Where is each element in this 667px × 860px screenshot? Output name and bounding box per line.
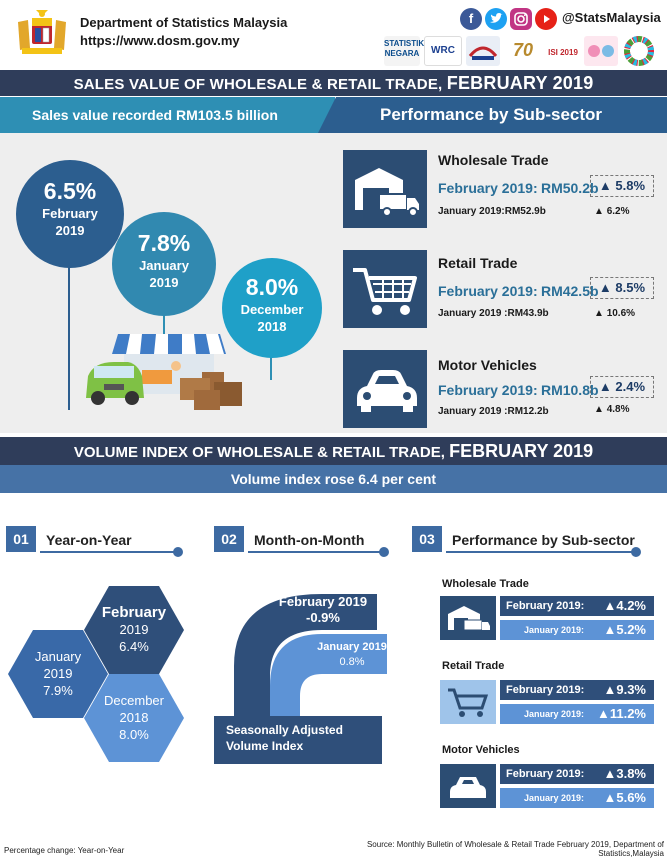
mom-caption: Seasonally Adjusted Volume Index [214, 716, 382, 764]
shopping-cart-icon [440, 680, 496, 724]
up-arrow-icon: ▲ [594, 206, 604, 217]
subsector-feb-value: February 2019: RM42.5b [438, 283, 599, 299]
volume-subsector-name: Wholesale Trade [442, 578, 529, 590]
volume-subsector-name: Retail Trade [442, 660, 505, 672]
department-url[interactable]: https://www.dosm.gov.my [80, 33, 240, 48]
mom-feb: February 2019 -0.9% [278, 594, 368, 625]
warehouse-truck-icon [343, 150, 427, 228]
growth-circle-dec-2018: 8.0% December 2018 [222, 258, 322, 358]
social-handle[interactable]: @StatsMalaysia [562, 10, 661, 25]
mom-jan: January 2019 0.8% [317, 641, 387, 668]
up-arrow-icon: ▲ [594, 308, 604, 319]
subsector-jan-value: January 2019 :RM43.9b [438, 308, 549, 319]
70-years-logo: 70 [504, 36, 542, 66]
sdg-wheel-logo [622, 36, 656, 66]
step-underline [248, 551, 384, 553]
volume-subsector-feb: February 2019: ▲9.3% [500, 680, 654, 700]
step-number: 02 [214, 526, 244, 552]
subsector-jan-value: January 2019 :RM12.2b [438, 406, 549, 417]
up-arrow-icon: ▲ [598, 280, 612, 295]
step-number: 03 [412, 526, 442, 552]
footnote: Percentage change: Year-on-Year [4, 846, 125, 855]
step-title-performance: Performance by Sub-sector [452, 532, 635, 548]
up-arrow-icon: ▲ [598, 178, 612, 193]
wrc-2019-logo: WRC 2019 [424, 36, 462, 84]
shopping-cart-icon [343, 250, 427, 328]
up-arrow-icon: ▲ [598, 379, 612, 394]
step-title-mom: Month-on-Month [254, 532, 365, 548]
malaysia-coat-of-arms-logo [14, 8, 70, 56]
isi-2019-logo: ISI 2019 [546, 36, 580, 66]
subsector-feb-change: ▲ 5.8% [590, 175, 654, 197]
stem-line [270, 346, 272, 380]
twitter-icon[interactable] [485, 8, 507, 30]
hexagon-feb-2019: February 2019 6.4% [84, 586, 184, 674]
department-info: Department of Statistics Malaysia https:… [80, 14, 287, 50]
step-dot [379, 547, 389, 557]
subsector-feb-value: February 2019: RM10.8b [438, 382, 599, 398]
subsector-name: Wholesale Trade [438, 152, 549, 168]
volume-subsector-name: Motor Vehicles [442, 744, 520, 756]
market-stall-illustration [84, 334, 274, 414]
subsector-jan-change: ▲ 10.6% [594, 308, 636, 319]
volume-subsector-jan: January 2019: ▲5.2% [500, 620, 654, 640]
volume-subsector-feb: February 2019: ▲3.8% [500, 764, 654, 784]
up-arrow-icon: ▲ [603, 622, 617, 637]
volume-headline: Volume index rose 6.4 per cent [0, 465, 667, 493]
sales-recorded-banner: Sales value recorded RM103.5 billion [0, 97, 335, 133]
step-dot [631, 547, 641, 557]
subsector-feb-value: February 2019: RM50.2b [438, 180, 599, 196]
car-icon [343, 350, 427, 428]
mom-arc-graphic [212, 586, 417, 768]
volume-subsector-jan: January 2019: ▲5.6% [500, 788, 654, 808]
car-icon [440, 764, 496, 808]
sales-title: SALES VALUE OF WHOLESALE & RETAIL TRADE,… [0, 70, 667, 96]
step-underline [40, 551, 178, 553]
step-underline [446, 551, 636, 553]
subsector-name: Retail Trade [438, 255, 518, 271]
subsector-name: Motor Vehicles [438, 357, 537, 373]
stem-line [68, 230, 70, 410]
subsector-feb-change: ▲ 2.4% [590, 376, 654, 398]
subsector-jan-change: ▲ 4.8% [594, 404, 630, 415]
growth-circle-feb-2019: 6.5% February 2019 [16, 160, 124, 268]
up-arrow-icon: ▲ [603, 682, 617, 697]
volume-title-period: FEBRUARY 2019 [449, 441, 594, 461]
up-arrow-icon: ▲ [603, 766, 617, 781]
up-arrow-icon: ▲ [603, 790, 617, 805]
stem-line [163, 300, 165, 342]
volume-subsector-jan: January 2019: ▲11.2% [500, 704, 654, 724]
statistik-negara-logo: STATISTIK NEGARA [384, 36, 424, 66]
subsector-jan-value: January 2019:RM52.9b [438, 206, 546, 217]
volume-title: VOLUME INDEX OF WHOLESALE & RETAIL TRADE… [0, 437, 667, 465]
sales-title-period: FEBRUARY 2019 [446, 73, 594, 93]
up-arrow-icon: ▲ [594, 404, 604, 415]
subsector-feb-change: ▲ 8.5% [590, 277, 654, 299]
step-dot [173, 547, 183, 557]
hexagon-jan-2019: January 2019 7.9% [8, 630, 108, 718]
up-arrow-icon: ▲ [596, 706, 610, 721]
growth-circle-jan-2019: 7.8% January 2019 [112, 212, 216, 316]
source-note: Source: Monthly Bulletin of Wholesale & … [366, 840, 664, 858]
department-name: Department of Statistics Malaysia [80, 15, 288, 30]
facebook-icon[interactable]: f [460, 8, 482, 30]
mascot-logo [584, 36, 618, 66]
warehouse-truck-icon [440, 596, 496, 640]
step-number: 01 [6, 526, 36, 552]
instagram-icon[interactable] [510, 8, 532, 30]
volume-subsector-feb: February 2019: ▲4.2% [500, 596, 654, 616]
step-title-yoy: Year-on-Year [46, 532, 132, 548]
youtube-icon[interactable] [535, 8, 557, 30]
up-arrow-icon: ▲ [603, 598, 617, 613]
performance-heading: Performance by Sub-sector [318, 97, 667, 133]
hexagon-dec-2018: December 2018 8.0% [84, 674, 184, 762]
partner-logo [466, 36, 500, 66]
subsector-jan-change: ▲ 6.2% [594, 206, 630, 217]
